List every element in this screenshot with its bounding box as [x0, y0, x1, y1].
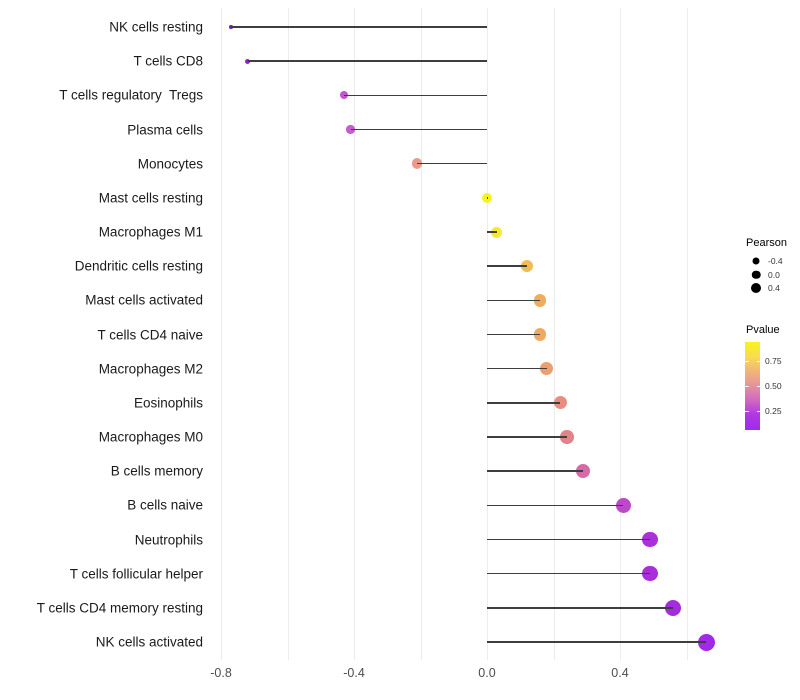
lollipop-stem [487, 299, 541, 302]
lollipop-stem [487, 197, 488, 199]
category-label: T cells follicular helper [69, 566, 203, 582]
lollipop-stem [487, 504, 624, 507]
lollipop-stem [247, 60, 487, 62]
category-label: T cells CD8 [133, 53, 203, 69]
pvalue-legend-label: 0.25 [765, 406, 782, 416]
lollipop-stem [487, 641, 707, 643]
lollipop-stem [487, 333, 541, 336]
category-label: NK cells activated [95, 634, 203, 650]
gridline-x [553, 8, 555, 660]
category-label: B cells naive [127, 497, 203, 513]
data-point-dot [491, 226, 503, 238]
data-point-dot [540, 362, 554, 376]
category-label: B cells memory [110, 463, 203, 479]
x-axis-tick-label: -0.4 [343, 666, 365, 680]
category-label: T cells CD4 naive [97, 327, 203, 343]
colorbar-tick [745, 386, 749, 387]
colorbar-tick [756, 411, 760, 412]
gridline-x [620, 8, 621, 660]
category-label: NK cells resting [109, 19, 203, 35]
pearson-legend-dot [751, 270, 761, 279]
gridline-x [354, 8, 355, 660]
category-label: Plasma cells [127, 122, 203, 137]
data-point-dot [642, 565, 658, 582]
category-label: Neutrophils [134, 532, 203, 548]
gridline-x [420, 8, 422, 660]
pvalue-colorbar [745, 342, 760, 430]
colorbar-tick [745, 411, 749, 412]
colorbar-tick [756, 386, 760, 387]
data-point-dot [520, 260, 533, 273]
gridline-x [686, 8, 688, 660]
lollipop-stem [487, 436, 567, 438]
data-point-dot [560, 430, 574, 444]
pearson-legend-label: -0.4 [768, 256, 783, 266]
x-axis-tick-label: -0.8 [210, 666, 232, 680]
category-label: Mast cells activated [85, 292, 203, 308]
category-label: Macrophages M0 [98, 429, 203, 445]
x-axis-tick-label: 0.0 [478, 666, 496, 680]
data-point-dot [533, 294, 547, 307]
lollipop-stem [487, 367, 547, 370]
data-point-dot [576, 464, 591, 479]
colorbar-tick [745, 361, 749, 362]
category-label: Mast cells resting [98, 190, 203, 206]
category-label: T cells CD4 memory resting [36, 600, 203, 616]
lollipop-stem [487, 538, 650, 541]
lollipop-stem [350, 128, 487, 131]
lollipop-stem [487, 572, 650, 575]
colorbar-tick [756, 361, 760, 362]
lollipop-stem [487, 607, 674, 609]
category-label: Monocytes [137, 156, 203, 172]
pvalue-legend-title: Pvalue [746, 324, 780, 336]
data-point-dot [553, 396, 567, 410]
category-label: T cells regulatory Tregs [59, 87, 203, 103]
pearson-legend-title: Pearson [746, 237, 787, 249]
category-label: Eosinophils [133, 395, 203, 411]
lollipop-stem [487, 470, 584, 472]
category-label: Dendritic cells resting [74, 258, 203, 274]
category-label: Macrophages M1 [98, 224, 203, 240]
lollipop-stem [230, 26, 487, 28]
pvalue-legend-label: 0.75 [765, 356, 782, 366]
lollipop-stem [487, 231, 497, 233]
pearson-legend-label: 0.0 [768, 269, 780, 280]
pearson-legend-dot [752, 257, 760, 265]
pearson-legend-label: 0.4 [768, 283, 780, 293]
pearson-legend-dot [751, 283, 761, 293]
lollipop-stem [487, 402, 561, 404]
data-point-dot [665, 599, 682, 616]
lollipop-stem [344, 94, 487, 97]
gridline-x [287, 8, 289, 660]
data-point-dot [533, 328, 547, 341]
category-label: Macrophages M2 [98, 361, 203, 377]
x-axis-tick-label: 0.4 [611, 666, 629, 680]
lollipop-stem [417, 162, 487, 165]
plot-panel [210, 8, 740, 660]
data-point-dot [615, 497, 631, 513]
lollipop-stem [487, 265, 527, 267]
pvalue-legend-label: 0.50 [765, 381, 782, 391]
data-point-dot [642, 531, 658, 548]
data-point-dot [697, 633, 715, 651]
gridline-x [221, 8, 222, 660]
